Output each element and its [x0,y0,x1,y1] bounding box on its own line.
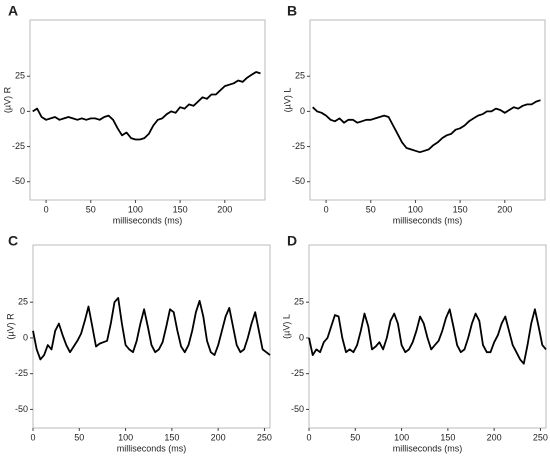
y-axis-label: (µV) R [2,86,12,113]
x-tick-label: 200 [487,432,502,442]
y-tick-label: 0 [300,106,305,116]
x-tick-label: 0 [324,204,329,214]
x-tick-label: 200 [211,432,226,442]
y-tick-label: 0 [23,332,28,342]
x-axis-label: milliseconds (ms) [117,443,187,453]
signal-line [308,308,547,365]
panel-label: C [8,233,18,249]
y-tick-label: -25 [12,141,25,151]
plot-frame [29,19,266,201]
x-axis-label: milliseconds (ms) [393,443,463,453]
x-tick-label: 100 [408,204,423,214]
x-tick-label: 150 [173,204,188,214]
x-tick-label: 100 [128,204,143,214]
x-tick-label: 100 [394,432,409,442]
y-tick-label: 25 [15,71,25,81]
x-tick-label: 250 [533,432,548,442]
y-tick-label: 25 [294,297,304,307]
x-tick-label: 0 [306,432,311,442]
y-tick-label: -25 [292,141,305,151]
x-axis-label: milliseconds (ms) [113,215,183,225]
panel-label: A [8,3,18,19]
y-axis-label: (µV) L [282,88,292,113]
y-tick-label: -50 [291,404,304,414]
x-tick-label: 150 [164,432,179,442]
x-axis-label: milliseconds (ms) [393,215,463,225]
panel-label: D [287,233,297,249]
plot-frame [309,19,546,201]
y-tick-label: 0 [299,332,304,342]
x-tick-label: 50 [74,432,84,442]
y-axis-label: (µV) L [281,314,291,339]
signal-line [312,99,541,154]
x-tick-label: 50 [366,204,376,214]
x-tick-label: 200 [497,204,512,214]
y-tick-label: -50 [15,404,28,414]
y-axis-label: (µV) R [5,313,15,340]
signal-line [32,297,271,361]
y-tick-label: -25 [15,368,28,378]
x-tick-label: 150 [440,432,455,442]
y-tick-label: -25 [291,368,304,378]
x-tick-label: 200 [217,204,232,214]
y-tick-label: -50 [12,176,25,186]
x-tick-label: 0 [44,204,49,214]
x-tick-label: 100 [118,432,133,442]
y-tick-label: 25 [18,297,28,307]
plot-frame [32,244,271,429]
y-tick-label: 25 [295,71,305,81]
panel-label: B [287,3,297,19]
x-tick-label: 150 [453,204,468,214]
x-tick-label: 0 [30,432,35,442]
x-tick-label: 50 [86,204,96,214]
y-tick-label: -50 [292,176,305,186]
y-tick-label: 0 [20,106,25,116]
x-tick-label: 50 [350,432,360,442]
x-tick-label: 250 [257,432,272,442]
signal-line [32,71,261,141]
